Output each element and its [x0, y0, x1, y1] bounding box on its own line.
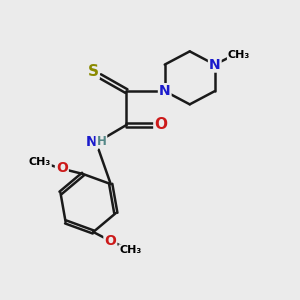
Text: CH₃: CH₃: [119, 245, 142, 255]
Text: N: N: [85, 135, 97, 149]
Text: N: N: [159, 84, 170, 98]
Text: CH₃: CH₃: [28, 157, 51, 167]
Text: O: O: [104, 234, 116, 248]
Text: N: N: [209, 58, 220, 72]
Text: O: O: [154, 118, 167, 133]
Text: S: S: [88, 64, 99, 79]
Text: O: O: [56, 160, 68, 175]
Text: CH₃: CH₃: [228, 50, 250, 60]
Text: H: H: [97, 135, 106, 148]
